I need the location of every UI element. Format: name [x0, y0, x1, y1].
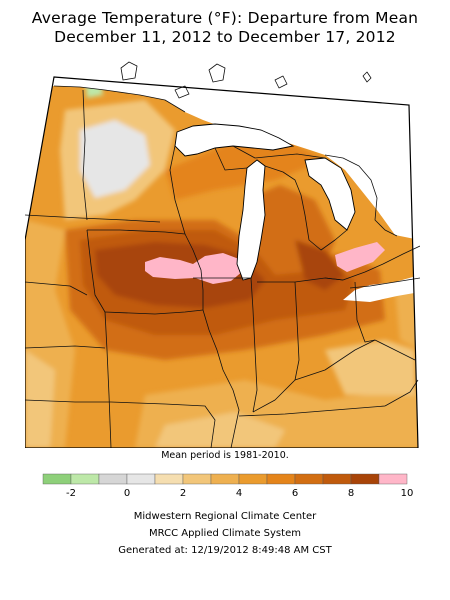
us-canada-border — [53, 85, 186, 113]
border-mn-ia — [87, 229, 186, 235]
legend-tick-label: 4 — [236, 488, 242, 499]
temperature-departure-map — [25, 61, 420, 448]
border-ks-ok — [25, 399, 111, 403]
anomaly-band-michigan-8-9 — [295, 240, 345, 290]
border-ky-va — [384, 379, 419, 407]
legend-tick-label: 8 — [348, 488, 354, 499]
border-mississippi — [184, 233, 240, 448]
small-lake-2 — [274, 75, 288, 89]
map-frame — [25, 76, 419, 448]
footer-system: MRCC Applied Climate System — [149, 528, 301, 539]
lake-erie-ontario-water — [343, 275, 418, 302]
border-in-oh — [294, 281, 300, 381]
legend-bin — [126, 473, 156, 485]
border-up-coast — [232, 145, 326, 159]
border-dakotas-south — [25, 214, 161, 223]
footer-generated: Generated at: 12/19/2012 8:49:48 AM CST — [118, 545, 332, 556]
legend-tick-label: 0 — [124, 488, 130, 499]
legend-tick-label: 2 — [180, 488, 186, 499]
border-mo-ar — [110, 401, 216, 448]
border-ontario-south — [349, 277, 420, 289]
legend-bin — [322, 473, 352, 485]
border-wi-up — [214, 147, 248, 171]
border-ia-mo — [104, 309, 204, 315]
legend-bin — [98, 473, 128, 485]
mean-period-note: Mean period is 1981-2010. — [161, 450, 289, 461]
color-legend: -2 0 2 4 6 8 10 — [42, 473, 414, 499]
legend-bin — [182, 473, 212, 485]
border-oh-pa — [354, 281, 376, 343]
lake-superior — [174, 123, 295, 157]
legend-tick-label: -2 — [66, 488, 76, 499]
border-ohio-river — [252, 339, 376, 413]
anomaly-band-central-9-10 — [145, 253, 243, 284]
border-ia-west — [86, 229, 106, 313]
lake-nipigon — [208, 63, 226, 83]
lake-michigan — [236, 159, 266, 281]
map-title-line1: Average Temperature (°F): Departure from… — [31, 9, 419, 27]
border-ky-tn — [238, 405, 386, 417]
border-georgian-bay — [324, 154, 398, 237]
border-michigan-shore — [264, 165, 348, 251]
legend-bin — [294, 473, 324, 485]
anomaly-band-north-0-1 — [80, 120, 150, 198]
border-mn-wi — [169, 145, 186, 235]
legend-bin — [238, 473, 268, 485]
legend-bin — [378, 473, 408, 485]
anomaly-band-west-2-3 — [25, 350, 55, 448]
border-sd-ne — [25, 281, 88, 296]
legend-tick-label: 6 — [292, 488, 298, 499]
border-il-in — [250, 277, 258, 413]
anomaly-band-michigan-9-10 — [335, 242, 385, 272]
legend-bin — [154, 473, 184, 485]
border-mn-west — [82, 89, 88, 221]
map-title-line2: December 11, 2012 to December 17, 2012 — [54, 28, 396, 46]
lake-of-the-woods — [120, 61, 138, 81]
footer-org: Midwestern Regional Climate Center — [133, 511, 317, 522]
state-borders — [25, 61, 420, 448]
legend-bin — [266, 473, 296, 485]
border-ne-ks — [25, 345, 106, 349]
border-wv-va — [374, 339, 416, 361]
anomaly-band-south-2-3 — [155, 412, 285, 448]
legend-bin — [42, 473, 72, 485]
border-ks-mo — [104, 311, 112, 448]
legend-bin — [70, 473, 100, 485]
border-lake-erie — [324, 245, 420, 281]
small-lake-3 — [362, 71, 372, 83]
legend-bin — [350, 473, 380, 485]
anomaly-field — [25, 77, 418, 448]
legend-bin — [210, 473, 240, 485]
anomaly-band-east-2-3 — [325, 340, 415, 395]
legend-tick-label: 10 — [401, 488, 414, 499]
